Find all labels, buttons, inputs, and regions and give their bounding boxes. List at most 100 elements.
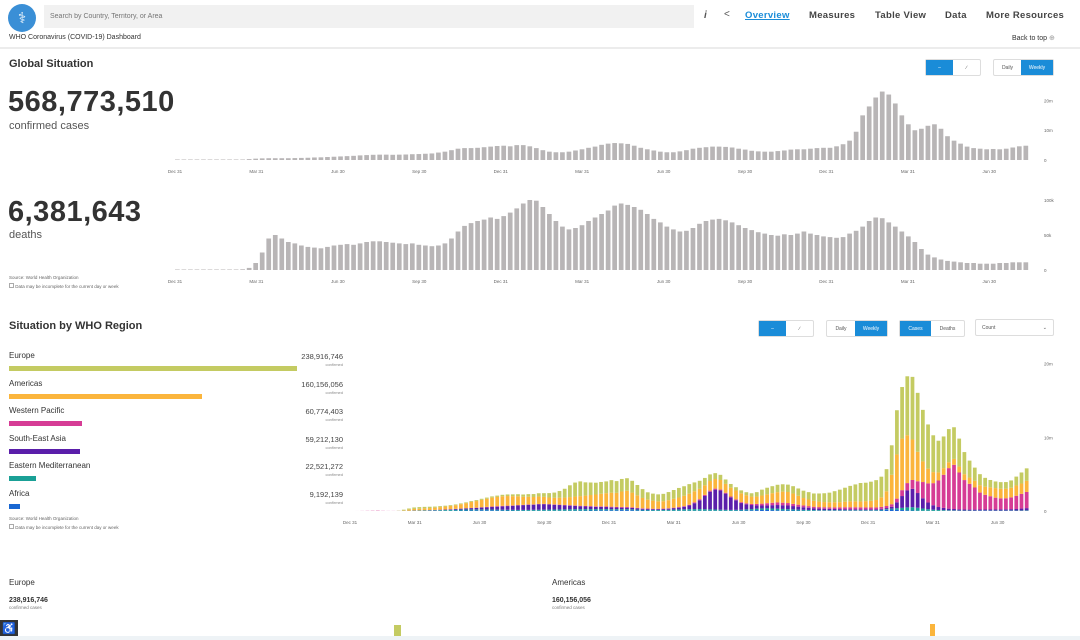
nav-measures[interactable]: Measures bbox=[809, 10, 856, 21]
daily-button[interactable]: Daily bbox=[1001, 64, 1014, 71]
bar-western-pacific bbox=[817, 507, 821, 509]
bar bbox=[547, 214, 552, 270]
region-period-toggle[interactable]: Daily Weekly bbox=[826, 320, 888, 337]
bar-americas bbox=[500, 496, 505, 506]
accessibility-icon[interactable]: ♿ bbox=[0, 620, 18, 638]
bar bbox=[416, 244, 422, 270]
y-tick-label: 100k bbox=[1044, 198, 1055, 203]
bar-europe bbox=[848, 485, 853, 502]
nav-data[interactable]: Data bbox=[945, 10, 967, 21]
who-logo[interactable]: ⚕ bbox=[8, 4, 36, 32]
cases-deaths-toggle[interactable]: Cases Deaths bbox=[899, 320, 965, 337]
bar-europe bbox=[905, 376, 910, 436]
metric-select[interactable]: Count ⌄ bbox=[975, 319, 1054, 336]
chart-type-toggle[interactable]: – ∕ bbox=[925, 59, 981, 76]
bar-eastern-mediterranean bbox=[459, 509, 463, 511]
x-tick-label: Jun 30 bbox=[657, 169, 671, 174]
bar-europe bbox=[941, 436, 946, 469]
bar-africa bbox=[749, 510, 754, 511]
bar-western-pacific bbox=[915, 481, 920, 494]
bar-europe bbox=[593, 482, 598, 495]
back-to-top-link[interactable]: Back to top ⊕ bbox=[1012, 34, 1055, 42]
region-name[interactable]: South-East Asia bbox=[9, 433, 66, 443]
incomplete-note: Data may be incomplete for the current d… bbox=[9, 283, 119, 289]
bar bbox=[755, 232, 761, 270]
cases-button[interactable]: Cases bbox=[900, 321, 931, 336]
bar-south-east-asia bbox=[536, 504, 541, 510]
bar-americas bbox=[645, 499, 650, 509]
bar bbox=[912, 130, 918, 160]
bar bbox=[553, 152, 559, 160]
region-name[interactable]: Eastern Mediterranean bbox=[9, 461, 91, 470]
bar bbox=[423, 245, 428, 270]
bar bbox=[318, 157, 324, 160]
bar bbox=[494, 146, 500, 160]
bar-europe bbox=[744, 492, 749, 496]
bar-americas bbox=[998, 488, 1003, 499]
bar-europe bbox=[604, 481, 609, 494]
bar-americas bbox=[822, 502, 827, 508]
x-tick-label: Jun 30 bbox=[983, 169, 997, 174]
region-weekly-button[interactable]: Weekly bbox=[855, 321, 887, 336]
nav-more-resources[interactable]: More Resources bbox=[986, 10, 1065, 21]
bar-africa bbox=[900, 510, 904, 511]
region-bar-chart-button[interactable]: – bbox=[759, 321, 786, 336]
bar-south-east-asia bbox=[926, 502, 930, 510]
bar-europe bbox=[863, 482, 868, 502]
region-chart-type-toggle[interactable]: – ∕ bbox=[758, 320, 814, 337]
region-name[interactable]: Americas bbox=[9, 378, 43, 388]
bar bbox=[586, 147, 591, 160]
bar-eastern-mediterranean bbox=[568, 509, 572, 511]
bar-eastern-mediterranean bbox=[490, 509, 494, 511]
bar bbox=[573, 150, 578, 160]
region-name[interactable]: Western Pacific bbox=[9, 406, 65, 415]
weekly-button[interactable]: Weekly bbox=[1021, 60, 1053, 75]
nav-table-view[interactable]: Table View bbox=[875, 10, 927, 21]
region-name[interactable]: Africa bbox=[9, 488, 30, 498]
bar-chart-button[interactable]: – bbox=[926, 60, 953, 75]
bar-south-east-asia bbox=[677, 507, 681, 510]
bar-western-pacific bbox=[791, 503, 795, 507]
region-bar bbox=[9, 503, 21, 509]
region-daily-button[interactable]: Daily bbox=[835, 325, 847, 332]
bar bbox=[312, 247, 317, 270]
search-input[interactable] bbox=[44, 5, 694, 28]
bar-south-east-asia bbox=[848, 509, 853, 511]
bar-eastern-mediterranean bbox=[920, 508, 925, 511]
bar-europe bbox=[651, 493, 655, 501]
bar-western-pacific bbox=[941, 474, 946, 508]
bar-americas bbox=[713, 479, 718, 489]
bar bbox=[938, 128, 944, 160]
bar-south-east-asia bbox=[837, 509, 842, 511]
bar bbox=[651, 150, 657, 160]
bar-europe bbox=[946, 429, 951, 463]
bar-americas bbox=[656, 501, 660, 509]
bar-americas bbox=[967, 477, 972, 484]
bar-western-pacific bbox=[811, 506, 816, 509]
bar-americas bbox=[640, 497, 645, 509]
bar-south-east-asia bbox=[516, 505, 520, 510]
bar-south-east-asia bbox=[661, 508, 666, 510]
x-tick-label: Jun 30 bbox=[657, 279, 671, 284]
region-line-chart-button[interactable]: ∕ bbox=[799, 325, 800, 332]
bar bbox=[912, 242, 918, 270]
bar-americas bbox=[459, 504, 463, 509]
bar bbox=[175, 159, 180, 160]
bar bbox=[507, 146, 513, 160]
region-name[interactable]: Europe bbox=[9, 351, 35, 360]
line-chart-button[interactable]: ∕ bbox=[966, 64, 967, 71]
bar-americas bbox=[702, 485, 707, 495]
bar-western-pacific bbox=[754, 503, 759, 506]
period-toggle[interactable]: Daily Weekly bbox=[993, 59, 1054, 76]
bar bbox=[579, 149, 585, 160]
bar-south-east-asia bbox=[863, 509, 868, 511]
deaths-button[interactable]: Deaths bbox=[939, 325, 956, 332]
nav-overview[interactable]: Overview bbox=[745, 10, 790, 21]
bar-americas bbox=[422, 508, 427, 511]
bar-western-pacific bbox=[900, 490, 904, 497]
x-tick-label: Mar 31 bbox=[249, 169, 264, 174]
bar bbox=[618, 203, 624, 270]
share-icon[interactable]: < bbox=[724, 9, 730, 20]
info-icon[interactable]: i bbox=[704, 10, 707, 21]
bar-eastern-mediterranean bbox=[895, 508, 899, 510]
